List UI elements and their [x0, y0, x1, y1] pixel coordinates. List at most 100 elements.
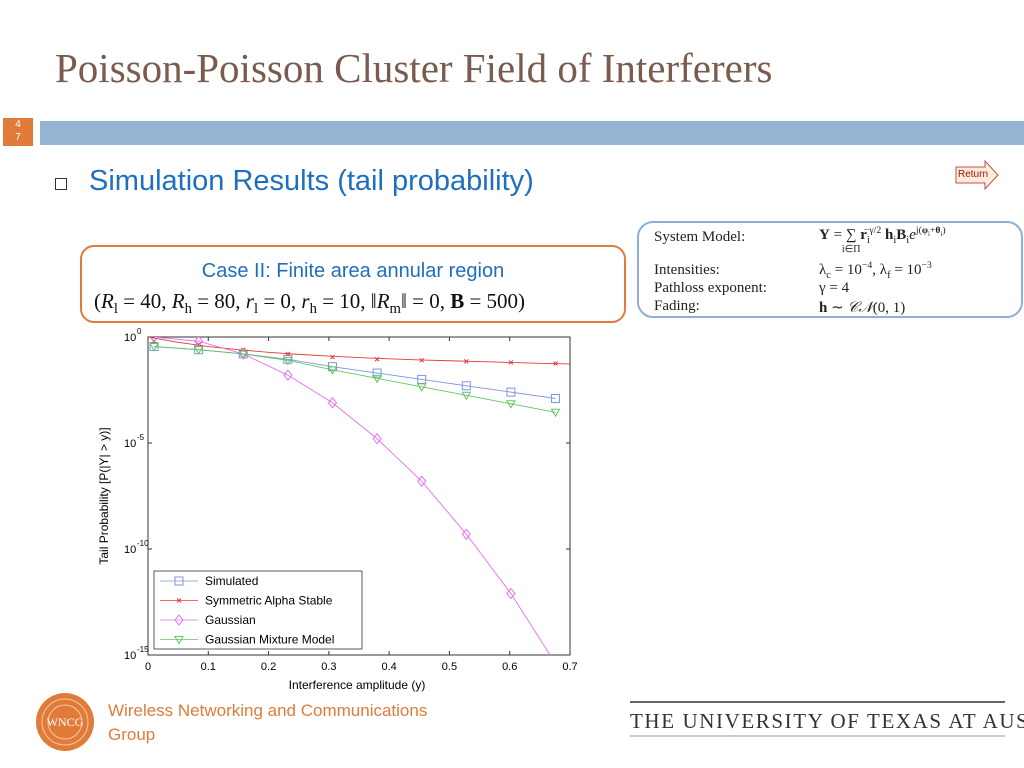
data-point	[417, 475, 427, 487]
x-tick-label: 0.4	[381, 661, 396, 673]
data-point	[327, 396, 338, 409]
data-point	[285, 351, 291, 357]
y-tick-exponent: -10	[137, 539, 149, 548]
footer-org-line2: Group	[108, 725, 156, 744]
data-point	[461, 391, 472, 401]
marker-stroke	[419, 357, 425, 363]
legend-box	[153, 570, 363, 650]
y-tick-exponent: -15	[137, 645, 149, 654]
model-label-fading: Fading:	[654, 298, 700, 314]
y-tick-label: 10	[124, 544, 136, 556]
y-tick-exponent: 0	[137, 327, 142, 336]
bullet-square-icon	[55, 178, 67, 190]
slide-subtitle: Simulation Results (tail probability)	[89, 165, 534, 197]
university-rules	[630, 701, 1005, 737]
page-number-top: 4	[15, 119, 21, 130]
model-label-system: System Model:	[654, 229, 746, 245]
data-point	[330, 354, 335, 360]
arrow-right-icon	[955, 160, 999, 190]
data-point	[283, 356, 293, 366]
data-point	[374, 356, 380, 362]
y-axis-label: Tail Probability [P(|Y| > y)]	[97, 427, 111, 564]
model-equation-intensities: λc = 10−4, λf = 10−3	[819, 260, 932, 281]
x-tick-label: 0.3	[321, 661, 336, 673]
series-line	[148, 337, 570, 365]
case-title: Case II: Finite area annular region	[201, 260, 505, 282]
y-tick-label: 10	[124, 650, 136, 662]
data-point	[461, 528, 471, 540]
series-line	[153, 346, 556, 413]
model-equation-fading: h ∼ 𝒞𝒩(0, 1)	[819, 300, 906, 316]
x-tick-label: 0.1	[201, 661, 216, 673]
chart-legend: Simulated Symmetric Alpha Stable Gaussian G…	[153, 570, 363, 650]
x-tick-label: 0.5	[442, 661, 457, 673]
return-label: Return	[958, 169, 989, 180]
data-point	[506, 387, 516, 397]
legend-marker	[174, 576, 184, 586]
x-tick-label: 0	[145, 661, 151, 673]
data-point	[506, 587, 516, 600]
y-tick-label: 10	[124, 332, 136, 344]
data-point	[149, 337, 159, 343]
series-gaussian-mixture-model	[149, 343, 561, 418]
x-tick-label: 0.2	[261, 661, 276, 673]
data-point	[196, 342, 201, 347]
footer-org-line1: Wireless Networking and Communications	[108, 701, 428, 720]
data-point	[238, 350, 249, 359]
slide-title: Poisson-Poisson Cluster Field of Interfe…	[55, 45, 773, 91]
data-point	[553, 361, 558, 366]
marker-stroke	[285, 351, 291, 357]
legend-marker	[176, 598, 182, 603]
wncg-logo: WNCG	[36, 693, 94, 751]
page-number-badge: 4 7	[3, 118, 33, 146]
data-point	[463, 359, 469, 364]
data-point	[283, 354, 293, 364]
legend-marker	[174, 614, 184, 626]
data-point	[372, 368, 382, 378]
legend-label: Symmetric Alpha Stable	[205, 594, 333, 608]
legend-label: Simulated	[205, 574, 258, 588]
data-point	[193, 346, 204, 355]
system-model-box: System Model: Y = ∑ i∈Π ri−γ/2 hiBiej(φi+…	[637, 221, 1023, 318]
data-point	[506, 400, 516, 409]
data-point	[552, 658, 560, 668]
marker-stroke	[508, 360, 514, 365]
footer-organization: Wireless Networking and Communications G…	[108, 699, 498, 747]
university-name: THE UNIVERSITY OF TEXAS AT AUSTIN	[630, 709, 1024, 733]
data-point	[372, 374, 382, 384]
return-button[interactable]: Return	[955, 160, 999, 190]
tail-probability-chart: 0 0.1 0.2 0.3 0.4 0.5 0.6 0.710010-510-1010-15 …	[97, 327, 578, 692]
data-point	[551, 393, 561, 403]
x-axis-label: Interference amplitude (y)	[289, 678, 426, 692]
y-tick-exponent: -5	[137, 433, 145, 442]
data-point	[416, 383, 427, 392]
case-box: Case II: Finite area annular region (Rl …	[80, 245, 626, 323]
marker-stroke	[553, 361, 558, 366]
marker-stroke	[196, 342, 201, 347]
sum-index: i∈Π	[841, 244, 861, 255]
legend-label: Gaussian	[205, 613, 256, 627]
marker-stroke	[374, 356, 380, 362]
y-tick-label: 10	[124, 438, 136, 450]
marker-stroke	[330, 354, 335, 360]
model-equation-system: Y = ∑ i∈Π ri−γ/2 hiBiej(φi+θi)	[819, 225, 946, 255]
wncg-logo-text: WNCG	[47, 715, 84, 729]
x-tick-label: 0.6	[502, 661, 517, 673]
data-point	[283, 369, 293, 381]
x-tick-label: 0.7	[562, 661, 577, 673]
data-point	[461, 381, 471, 391]
model-label-pathloss: Pathloss exponent:	[654, 280, 767, 296]
model-equation-pathloss: γ = 4	[819, 280, 850, 296]
legend-label: Gaussian Mixture Model	[205, 633, 334, 647]
case-parameters: (Rl = 40, Rh = 80, rl = 0, rh = 10, ‖Rm‖…	[94, 289, 526, 318]
data-point	[508, 360, 514, 365]
page-number-bottom: 7	[15, 132, 21, 143]
data-point	[149, 343, 159, 352]
data-point	[550, 408, 561, 418]
model-label-intensities: Intensities:	[654, 262, 720, 278]
marker-stroke	[176, 598, 182, 603]
legend-marker	[174, 636, 184, 645]
data-point	[419, 357, 425, 363]
series-line	[153, 337, 551, 655]
data-point	[327, 366, 338, 375]
